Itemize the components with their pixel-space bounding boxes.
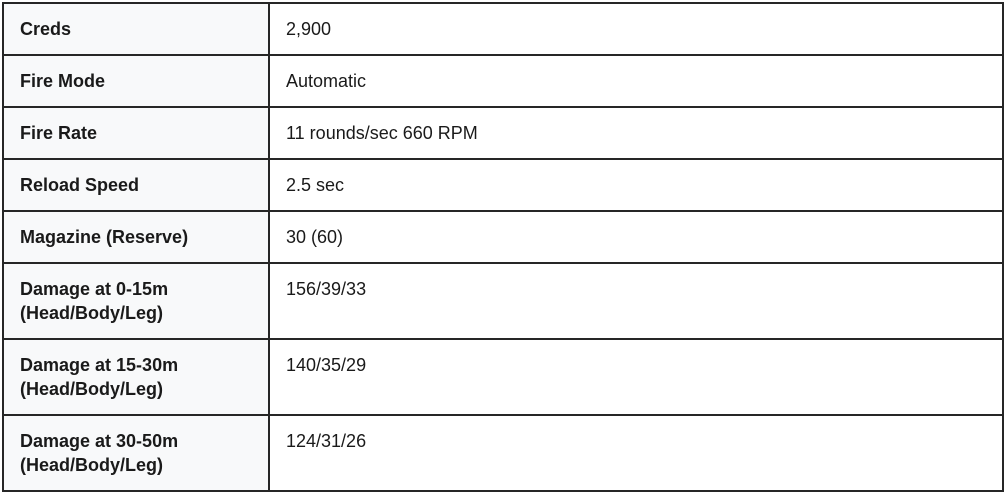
stat-label-cell: Magazine (Reserve) (2, 210, 270, 264)
stat-label-cell: Fire Mode (2, 54, 270, 108)
stat-label-cell: Creds (2, 2, 270, 56)
table-row: Damage at 30-50m (Head/Body/Leg) 124/31/… (2, 414, 1004, 492)
table-row: Damage at 15-30m (Head/Body/Leg) 140/35/… (2, 338, 1004, 416)
stat-value-cell: 30 (60) (268, 210, 1004, 264)
stat-label-cell: Reload Speed (2, 158, 270, 212)
weapon-stats-table: Creds 2,900 Fire Mode Automatic Fire Rat… (2, 2, 1004, 492)
table-row: Fire Mode Automatic (2, 54, 1004, 108)
table-row: Creds 2,900 (2, 2, 1004, 56)
stat-label-cell: Fire Rate (2, 106, 270, 160)
stat-value-cell: 2,900 (268, 2, 1004, 56)
stat-label-cell: Damage at 15-30m (Head/Body/Leg) (2, 338, 270, 416)
stat-value-cell: 124/31/26 (268, 414, 1004, 492)
table-row: Magazine (Reserve) 30 (60) (2, 210, 1004, 264)
stat-value-cell: Automatic (268, 54, 1004, 108)
table-row: Fire Rate 11 rounds/sec 660 RPM (2, 106, 1004, 160)
stat-label-cell: Damage at 30-50m (Head/Body/Leg) (2, 414, 270, 492)
table-row: Reload Speed 2.5 sec (2, 158, 1004, 212)
stat-label-cell: Damage at 0-15m (Head/Body/Leg) (2, 262, 270, 340)
table-row: Damage at 0-15m (Head/Body/Leg) 156/39/3… (2, 262, 1004, 340)
stat-value-cell: 11 rounds/sec 660 RPM (268, 106, 1004, 160)
stat-value-cell: 140/35/29 (268, 338, 1004, 416)
stat-value-cell: 2.5 sec (268, 158, 1004, 212)
stat-value-cell: 156/39/33 (268, 262, 1004, 340)
